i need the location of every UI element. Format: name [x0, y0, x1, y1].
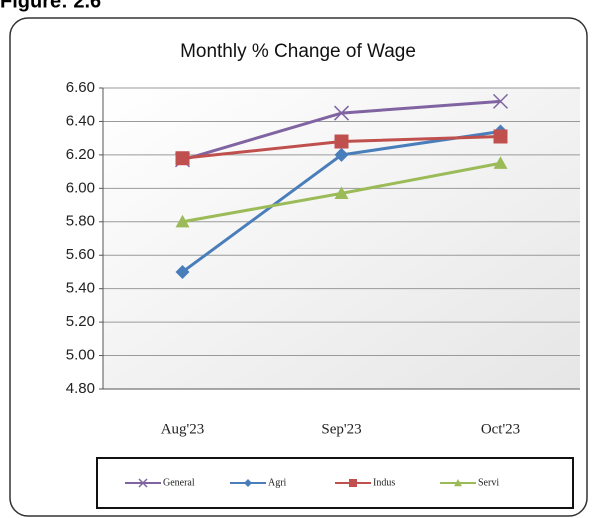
marker — [492, 93, 509, 109]
y-tick-label: 4.80 — [66, 380, 95, 397]
marker — [334, 134, 349, 149]
marker — [175, 264, 190, 279]
marker — [138, 478, 148, 488]
x-tick-label: Aug'23 — [161, 421, 205, 437]
y-tick-label: 5.80 — [66, 213, 95, 230]
y-tick-label: 5.40 — [66, 280, 95, 297]
plot-area — [103, 88, 580, 389]
marker — [493, 129, 508, 144]
marker — [493, 156, 508, 169]
marker — [454, 479, 462, 487]
y-tick-label: 5.00 — [66, 347, 95, 364]
marker — [334, 186, 349, 199]
y-tick-label: 5.60 — [66, 246, 95, 263]
legend-label: General — [163, 477, 195, 488]
y-tick-label: 5.20 — [66, 313, 95, 330]
y-tick-label: 6.40 — [66, 112, 95, 129]
marker — [334, 147, 349, 162]
x-tick-label: Sep'23 — [321, 421, 361, 437]
y-tick-label: 6.00 — [66, 179, 95, 196]
legend-label: Indus — [373, 477, 395, 488]
marker — [175, 214, 190, 228]
figure-label: Figure: 2.6 — [0, 0, 101, 12]
y-tick-label: 6.20 — [66, 146, 95, 163]
y-tick-label: 6.60 — [66, 79, 95, 96]
x-tick-label: Oct'23 — [481, 421, 520, 437]
legend-label: Agri — [268, 477, 287, 488]
marker — [175, 151, 190, 166]
chart-frame — [9, 17, 588, 517]
marker — [244, 479, 252, 487]
marker — [349, 479, 357, 487]
legend-label: Servi — [478, 477, 499, 488]
chart-title: Monthly % Change of Wage — [180, 41, 416, 62]
marker — [333, 105, 350, 121]
legend-box — [96, 457, 574, 509]
